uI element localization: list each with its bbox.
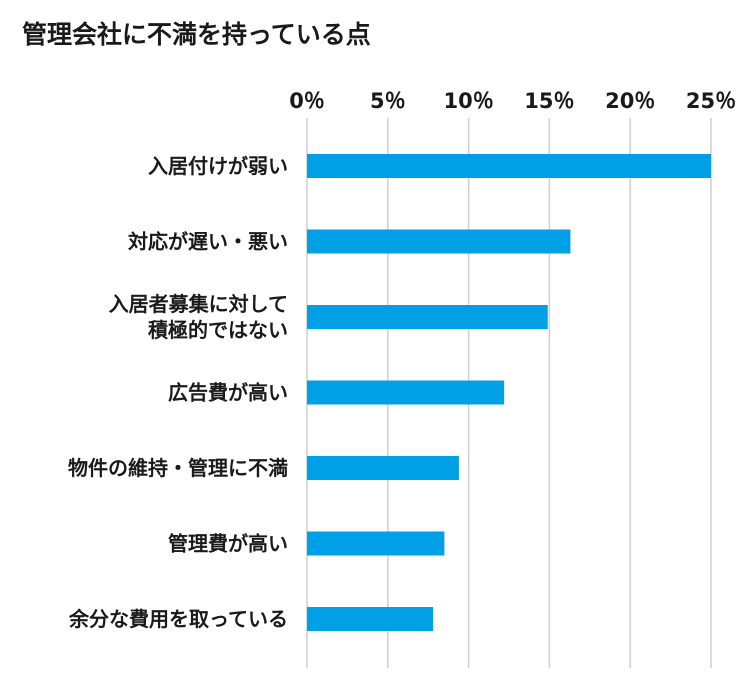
chart-title: 管理会社に不満を持っている点 xyxy=(22,20,371,49)
bar xyxy=(307,229,571,254)
category-label: 広告費が高い xyxy=(168,381,288,405)
x-axis-ticks: 0％ 5％ 10％ 15％ 20％ 25％ xyxy=(289,89,736,113)
x-tick-label: 5％ xyxy=(370,89,406,113)
bar xyxy=(307,456,459,480)
bar xyxy=(307,380,505,405)
category-label: 管理費が高い xyxy=(168,532,288,556)
bars xyxy=(307,154,711,631)
x-tick-label: 0％ xyxy=(289,89,325,113)
x-tick-label: 25％ xyxy=(686,89,736,113)
category-label: 物件の維持・管理に不満 xyxy=(68,456,288,480)
category-label: 積極的ではない xyxy=(148,318,288,342)
category-label: 入居付けが弱い xyxy=(148,154,288,178)
category-label: 入居者募集に対して xyxy=(109,292,288,316)
category-label: 対応が遅い・悪い xyxy=(127,230,288,254)
category-label: 余分な費用を取っている xyxy=(68,607,288,631)
x-tick-label: 15％ xyxy=(524,89,574,113)
x-tick-label: 20％ xyxy=(605,89,655,113)
bar xyxy=(307,305,548,329)
bar xyxy=(307,607,434,631)
bar xyxy=(307,154,711,178)
category-labels: 入居付けが弱い対応が遅い・悪い入居者募集に対して積極的ではない広告費が高い物件の… xyxy=(68,154,288,631)
bar xyxy=(307,531,445,556)
x-tick-label: 10％ xyxy=(443,89,493,113)
